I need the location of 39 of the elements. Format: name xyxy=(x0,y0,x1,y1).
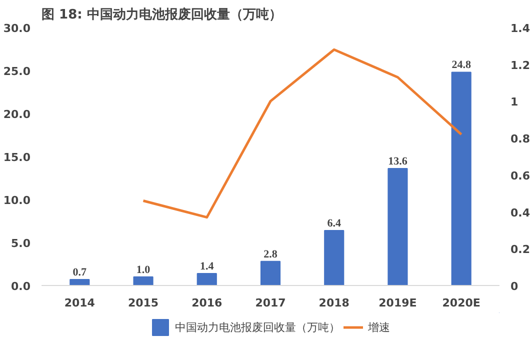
data-label: 1.4 xyxy=(200,260,214,272)
data-label: 13.6 xyxy=(388,156,408,168)
bar xyxy=(260,260,281,286)
x-tick-label: 2019E xyxy=(378,296,417,310)
bar xyxy=(133,276,154,286)
y2-tick-label: 1 xyxy=(510,96,518,109)
legend-label: 增速 xyxy=(368,320,390,334)
x-tick-label: 2016 xyxy=(192,296,223,310)
x-tick-label: 2017 xyxy=(255,296,286,310)
bar xyxy=(70,278,90,286)
x-tick-label: 2014 xyxy=(64,296,96,310)
x-tick-label: 2018 xyxy=(318,296,350,310)
bar xyxy=(196,272,217,286)
data-label: 24.8 xyxy=(452,59,472,72)
y2-tick-label: 1.4 xyxy=(510,22,530,35)
y-tick-label: 15.0 xyxy=(3,151,31,164)
y2-tick-label: 0 xyxy=(510,280,518,293)
y2-tick-label: 0.2 xyxy=(510,243,530,256)
y-tick-label: 10.0 xyxy=(3,194,31,207)
bar xyxy=(324,230,344,286)
x-tick-label: 2015 xyxy=(128,296,159,310)
y-tick-label: 25.0 xyxy=(3,65,31,78)
data-label: 0.7 xyxy=(72,266,88,278)
chart-title: 图 18: 中国动力电池报废回收量（万吨） xyxy=(42,6,282,22)
data-label: 6.4 xyxy=(327,217,342,230)
y2-tick-label: 0.6 xyxy=(510,169,530,182)
y2-tick-label: 0.8 xyxy=(510,132,530,146)
bar xyxy=(388,168,408,286)
y2-tick-label: 1.2 xyxy=(510,58,530,72)
y-tick-label: 5.0 xyxy=(11,237,31,250)
x-tick-label: 2020E xyxy=(442,296,480,310)
y-tick-label: 0.0 xyxy=(11,280,31,293)
y2-tick-label: 0.4 xyxy=(510,206,530,220)
y-tick-label: 20.0 xyxy=(3,108,31,121)
y-tick-label: 30.0 xyxy=(3,22,31,35)
bar xyxy=(451,72,472,286)
data-label: 1.0 xyxy=(136,264,151,276)
legend-label: 中国动力电池报废回收量（万吨） xyxy=(175,320,340,334)
data-label: 2.8 xyxy=(264,248,278,260)
